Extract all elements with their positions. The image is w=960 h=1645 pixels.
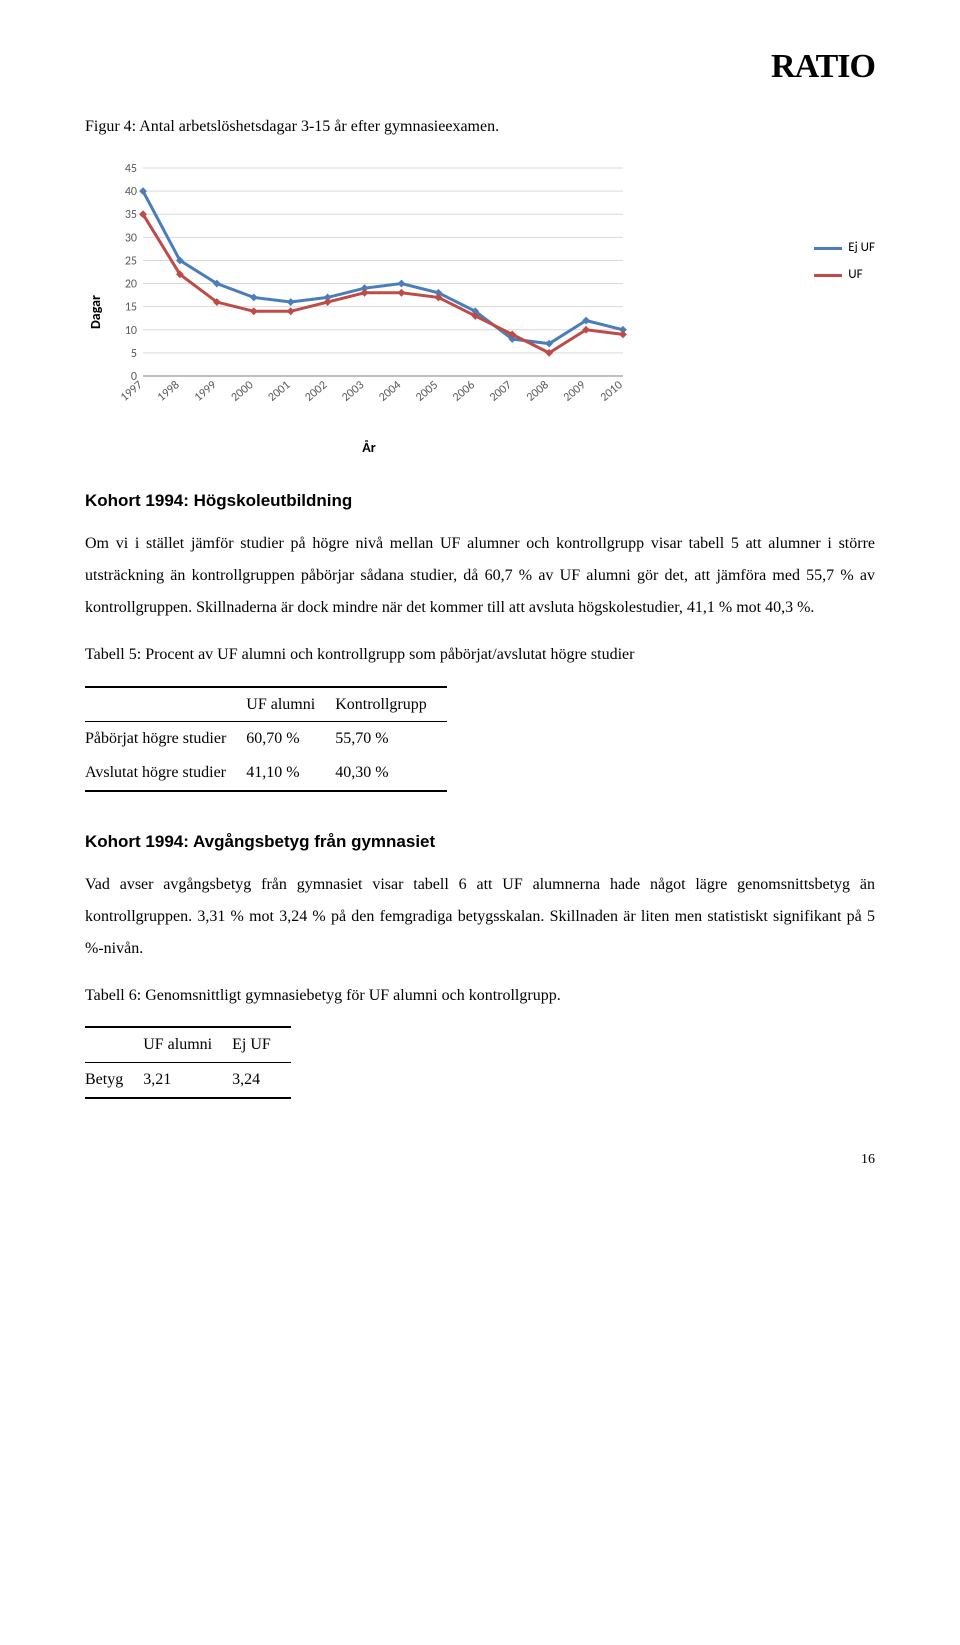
chart-svg: 0510152025303540451997199819992000200120… xyxy=(111,158,631,418)
table-cell: 3,21 xyxy=(143,1062,232,1097)
table-cell: 40,30 % xyxy=(335,756,447,791)
svg-text:2007: 2007 xyxy=(488,378,516,404)
table-cell: 55,70 % xyxy=(335,722,447,756)
table5: UF alumniKontrollgruppPåbörjat högre stu… xyxy=(85,686,447,792)
section1-heading: Kohort 1994: Högskoleutbildning xyxy=(85,487,875,514)
svg-text:2008: 2008 xyxy=(524,378,552,404)
svg-text:45: 45 xyxy=(125,162,137,176)
svg-text:10: 10 xyxy=(125,324,137,338)
table-header-cell: UF alumni xyxy=(143,1027,232,1062)
svg-text:2006: 2006 xyxy=(451,378,479,404)
table-header-cell: UF alumni xyxy=(246,687,335,722)
table-header-cell: Kontrollgrupp xyxy=(335,687,447,722)
table6: UF alumniEj UFBetyg3,213,24 xyxy=(85,1026,291,1098)
svg-text:1998: 1998 xyxy=(155,378,183,404)
svg-text:5: 5 xyxy=(131,347,137,361)
table-cell: 3,24 xyxy=(232,1062,291,1097)
svg-text:1999: 1999 xyxy=(192,378,220,404)
brand-logo: RATIO xyxy=(771,48,875,85)
section2-heading: Kohort 1994: Avgångsbetyg från gymnasiet xyxy=(85,828,875,855)
section2-body: Vad avser avgångsbetyg från gymnasiet vi… xyxy=(85,869,875,965)
svg-text:2003: 2003 xyxy=(340,378,368,404)
chart-ylabel: Dagar xyxy=(85,255,107,329)
table-cell: Betyg xyxy=(85,1062,143,1097)
svg-text:20: 20 xyxy=(125,278,137,292)
table-cell: Påbörjat högre studier xyxy=(85,722,246,756)
section1-body: Om vi i stället jämför studier på högre … xyxy=(85,528,875,624)
table-header-cell xyxy=(85,687,246,722)
svg-text:40: 40 xyxy=(125,185,137,199)
table-row: Påbörjat högre studier60,70 %55,70 % xyxy=(85,722,447,756)
svg-text:2001: 2001 xyxy=(266,378,294,404)
legend-swatch xyxy=(814,274,842,277)
svg-text:2010: 2010 xyxy=(598,378,626,404)
table-header-cell: Ej UF xyxy=(232,1027,291,1062)
legend-item: UF xyxy=(814,265,875,286)
chart-xlabel: År xyxy=(109,437,629,459)
chart-core: 0510152025303540451997199819992000200120… xyxy=(111,158,796,427)
table-row: Betyg3,213,24 xyxy=(85,1062,291,1097)
logo-wrap: RATIO xyxy=(85,40,875,94)
table-cell: Avslutat högre studier xyxy=(85,756,246,791)
legend-item: Ej UF xyxy=(814,238,875,259)
svg-text:25: 25 xyxy=(125,254,137,268)
table6-caption: Tabell 6: Genomsnittligt gymnasiebetyg f… xyxy=(85,983,875,1009)
svg-text:2000: 2000 xyxy=(229,378,257,404)
svg-text:35: 35 xyxy=(125,208,137,222)
legend-swatch xyxy=(814,247,842,250)
svg-text:15: 15 xyxy=(125,301,137,315)
svg-text:30: 30 xyxy=(125,231,137,245)
legend-label: Ej UF xyxy=(848,238,875,259)
svg-text:2009: 2009 xyxy=(561,378,589,404)
page-number: 16 xyxy=(85,1149,875,1171)
table-header-cell xyxy=(85,1027,143,1062)
chart-legend: Ej UF UF xyxy=(814,238,875,292)
svg-text:2004: 2004 xyxy=(377,378,405,404)
svg-text:1997: 1997 xyxy=(118,378,146,404)
table5-caption: Tabell 5: Procent av UF alumni och kontr… xyxy=(85,642,875,668)
svg-text:2005: 2005 xyxy=(414,378,442,404)
legend-label: UF xyxy=(848,265,862,286)
table-cell: 41,10 % xyxy=(246,756,335,791)
svg-text:2002: 2002 xyxy=(303,378,331,404)
table-row: Avslutat högre studier41,10 %40,30 % xyxy=(85,756,447,791)
chart-svg-holder: 0510152025303540451997199819992000200120… xyxy=(111,158,796,427)
chart-container: Dagar 0510152025303540451997199819992000… xyxy=(85,158,875,427)
table-cell: 60,70 % xyxy=(246,722,335,756)
figure4-caption: Figur 4: Antal arbetslöshetsdagar 3-15 å… xyxy=(85,114,875,140)
